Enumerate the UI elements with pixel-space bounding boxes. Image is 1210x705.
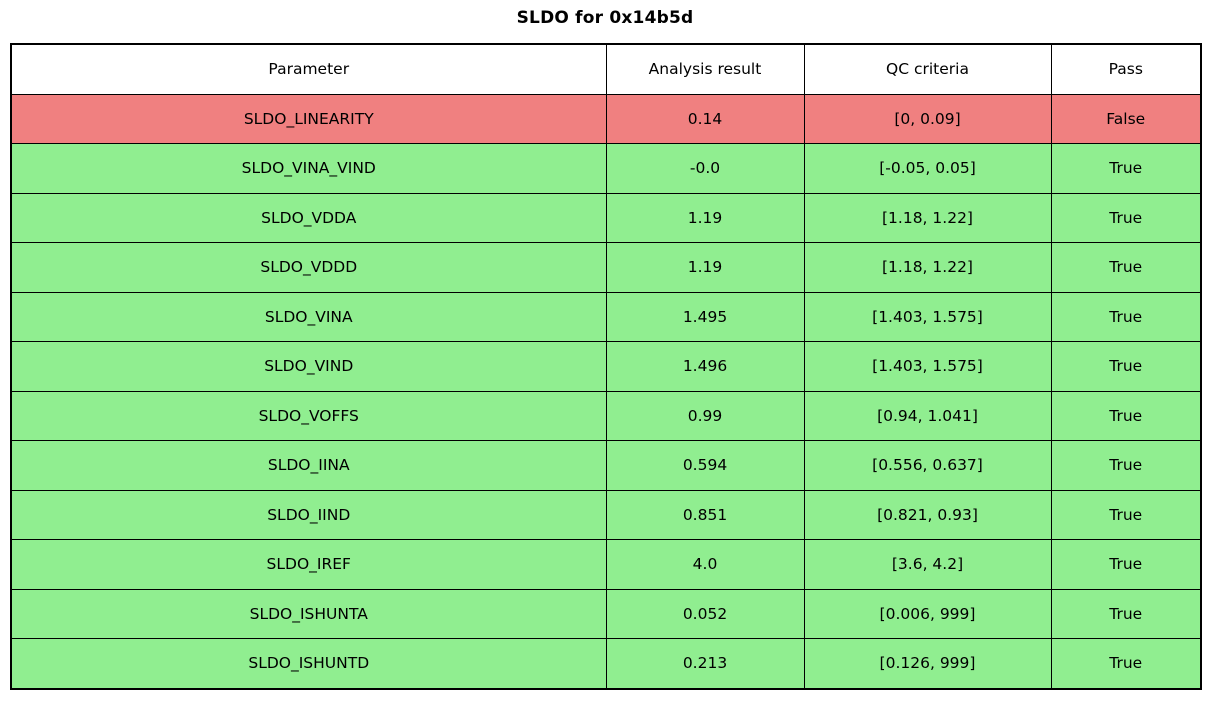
table-row: SLDO_IIND 0.851 [0.821, 0.93] True bbox=[10, 489, 1202, 540]
cell-result: 4.0 bbox=[605, 539, 805, 590]
cell-result: 0.851 bbox=[605, 489, 805, 540]
cell-pass: True bbox=[1050, 242, 1202, 293]
cell-criteria: [0.821, 0.93] bbox=[803, 489, 1052, 540]
cell-parameter: SLDO_VIND bbox=[10, 341, 607, 392]
cell-pass: False bbox=[1050, 93, 1202, 144]
cell-parameter: SLDO_IINA bbox=[10, 440, 607, 491]
table-row: SLDO_VIND 1.496 [1.403, 1.575] True bbox=[10, 341, 1202, 392]
cell-parameter: SLDO_LINEARITY bbox=[10, 93, 607, 144]
cell-parameter: SLDO_VINA_VIND bbox=[10, 143, 607, 194]
table-row: SLDO_LINEARITY 0.14 [0, 0.09] False bbox=[10, 93, 1202, 144]
cell-parameter: SLDO_VDDA bbox=[10, 192, 607, 243]
table-row: SLDO_IINA 0.594 [0.556, 0.637] True bbox=[10, 440, 1202, 491]
cell-parameter: SLDO_ISHUNTD bbox=[10, 638, 607, 689]
cell-result: 0.99 bbox=[605, 390, 805, 441]
column-header-analysis-result: Analysis result bbox=[605, 43, 805, 95]
cell-parameter: SLDO_VOFFS bbox=[10, 390, 607, 441]
table-header-row: Parameter Analysis result QC criteria Pa… bbox=[10, 43, 1202, 95]
cell-pass: True bbox=[1050, 638, 1202, 689]
table-row: SLDO_IREF 4.0 [3.6, 4.2] True bbox=[10, 539, 1202, 590]
cell-criteria: [0.126, 999] bbox=[803, 638, 1052, 689]
table-row: SLDO_VINA_VIND -0.0 [-0.05, 0.05] True bbox=[10, 143, 1202, 194]
cell-parameter: SLDO_ISHUNTA bbox=[10, 588, 607, 639]
table-row: SLDO_VDDD 1.19 [1.18, 1.22] True bbox=[10, 242, 1202, 293]
cell-pass: True bbox=[1050, 489, 1202, 540]
page-title: SLDO for 0x14b5d bbox=[516, 8, 694, 28]
cell-criteria: [1.18, 1.22] bbox=[803, 192, 1052, 243]
cell-result: 0.052 bbox=[605, 588, 805, 639]
cell-pass: True bbox=[1050, 539, 1202, 590]
cell-criteria: [-0.05, 0.05] bbox=[803, 143, 1052, 194]
cell-result: 1.495 bbox=[605, 291, 805, 342]
cell-parameter: SLDO_IIND bbox=[10, 489, 607, 540]
cell-result: 0.14 bbox=[605, 93, 805, 144]
column-header-qc-criteria: QC criteria bbox=[803, 43, 1052, 95]
cell-criteria: [0, 0.09] bbox=[803, 93, 1052, 144]
table-row: SLDO_VINA 1.495 [1.403, 1.575] True bbox=[10, 291, 1202, 342]
cell-criteria: [0.006, 999] bbox=[803, 588, 1052, 639]
cell-pass: True bbox=[1050, 192, 1202, 243]
cell-result: 1.19 bbox=[605, 192, 805, 243]
column-header-parameter: Parameter bbox=[10, 43, 607, 95]
cell-parameter: SLDO_VDDD bbox=[10, 242, 607, 293]
table-row: SLDO_ISHUNTD 0.213 [0.126, 999] True bbox=[10, 638, 1202, 689]
cell-pass: True bbox=[1050, 341, 1202, 392]
cell-criteria: [0.94, 1.041] bbox=[803, 390, 1052, 441]
cell-pass: True bbox=[1050, 291, 1202, 342]
cell-criteria: [3.6, 4.2] bbox=[803, 539, 1052, 590]
cell-result: 1.496 bbox=[605, 341, 805, 392]
table-row: SLDO_VOFFS 0.99 [0.94, 1.041] True bbox=[10, 390, 1202, 441]
cell-result: 0.213 bbox=[605, 638, 805, 689]
table-row: SLDO_ISHUNTA 0.052 [0.006, 999] True bbox=[10, 588, 1202, 639]
cell-parameter: SLDO_VINA bbox=[10, 291, 607, 342]
table-row: SLDO_VDDA 1.19 [1.18, 1.22] True bbox=[10, 192, 1202, 243]
cell-criteria: [1.18, 1.22] bbox=[803, 242, 1052, 293]
cell-criteria: [1.403, 1.575] bbox=[803, 341, 1052, 392]
cell-result: -0.0 bbox=[605, 143, 805, 194]
cell-result: 0.594 bbox=[605, 440, 805, 491]
qc-results-table: Parameter Analysis result QC criteria Pa… bbox=[10, 43, 1202, 690]
column-header-pass: Pass bbox=[1050, 43, 1202, 95]
cell-result: 1.19 bbox=[605, 242, 805, 293]
cell-pass: True bbox=[1050, 440, 1202, 491]
cell-pass: True bbox=[1050, 588, 1202, 639]
cell-parameter: SLDO_IREF bbox=[10, 539, 607, 590]
cell-pass: True bbox=[1050, 390, 1202, 441]
cell-criteria: [0.556, 0.637] bbox=[803, 440, 1052, 491]
cell-criteria: [1.403, 1.575] bbox=[803, 291, 1052, 342]
cell-pass: True bbox=[1050, 143, 1202, 194]
